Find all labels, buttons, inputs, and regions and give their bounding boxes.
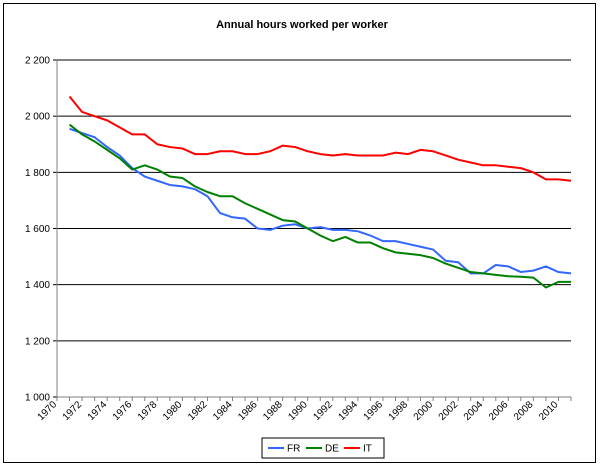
y-tick-label: 2 200 [25,56,50,67]
legend-label-it: IT [363,444,372,455]
chart-title: Annual hours worked per worker [216,19,388,31]
x-tick-label: 1980 [161,399,185,423]
legend-label-fr: FR [287,444,300,455]
y-tick-label: 1 400 [25,280,50,291]
x-tick-label: 2000 [412,399,436,423]
series-line-it [68,95,572,182]
x-tick-label: 1994 [336,399,360,423]
x-tick-label: 1998 [387,399,411,423]
legend-box [261,437,385,459]
x-tick-label: 1982 [186,399,210,423]
x-tick-label: 1972 [61,399,85,423]
x-tick-label: 1990 [286,399,310,423]
x-tick-label: 1988 [261,399,285,423]
y-tick-label: 1 800 [25,168,50,179]
x-tick-label: 2008 [512,399,536,423]
y-tick-label: 2 000 [25,112,50,123]
x-tick-label: 1976 [111,399,135,423]
gridlines [57,59,571,342]
series-line-fr [69,127,572,275]
y-tick-label: 1 600 [25,224,50,235]
x-tick-label: 1996 [362,399,386,423]
series-lines [68,95,572,289]
x-tick-label: 2006 [487,399,511,423]
series-line-de [68,123,571,289]
x-tick-label: 1978 [136,399,160,423]
y-tick-label: 1 000 [25,393,50,404]
x-tick-label: 2004 [462,399,486,423]
x-tick-label: 1992 [311,399,335,423]
legend: FR DE IT [261,437,385,459]
x-tick-label: 1984 [211,399,235,423]
legend-label-de: DE [325,444,339,455]
x-tick-label: 1974 [86,399,110,423]
x-tick-label: 2010 [537,399,561,423]
x-tick-label: 1986 [236,399,260,423]
x-tick-label: 2002 [437,399,461,423]
chart-frame [3,3,596,463]
y-tick-label: 1 200 [25,336,50,347]
